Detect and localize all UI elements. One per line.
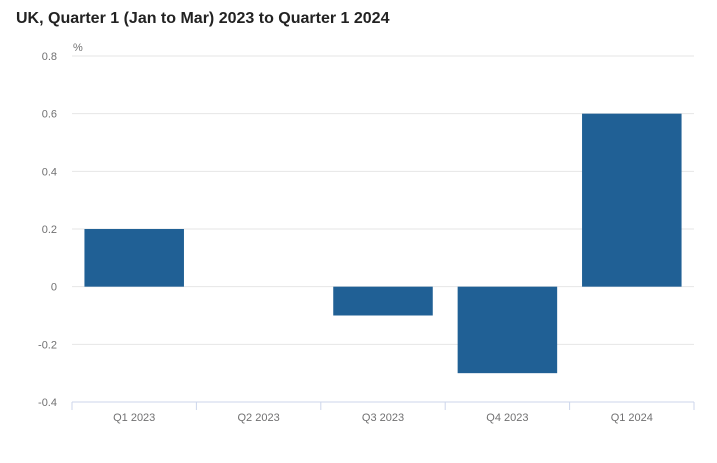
- y-tick-label: -0.2: [38, 339, 57, 351]
- y-tick-label: 0.8: [42, 51, 57, 63]
- bar: [457, 286, 558, 374]
- bars: [84, 113, 682, 374]
- y-axis-tick-labels: 0.8 0.6 0.4 0.2 0 -0.2 -0.4: [38, 51, 57, 409]
- x-tick-label: Q1 2023: [113, 412, 155, 424]
- x-tick-label: Q1 2024: [611, 412, 653, 424]
- y-tick-label: 0.2: [42, 224, 57, 236]
- bar: [84, 229, 184, 287]
- bar: [333, 286, 433, 316]
- y-tick-label: 0.4: [42, 166, 57, 178]
- x-axis-tick-labels: Q1 2023 Q2 2023 Q3 2023 Q4 2023 Q1 2024: [113, 412, 653, 424]
- y-axis-unit-label: %: [73, 42, 83, 54]
- x-tick-label: Q2 2023: [237, 412, 279, 424]
- y-tick-label: 0.6: [42, 109, 57, 121]
- bar: [582, 113, 682, 287]
- x-tick-label: Q4 2023: [486, 412, 528, 424]
- x-axis: [71, 401, 695, 410]
- y-tick-label: -0.4: [38, 397, 57, 409]
- y-tick-label: 0: [51, 282, 57, 294]
- chart-title: UK, Quarter 1 (Jan to Mar) 2023 to Quart…: [16, 10, 390, 27]
- x-tick-label: Q3 2023: [362, 412, 404, 424]
